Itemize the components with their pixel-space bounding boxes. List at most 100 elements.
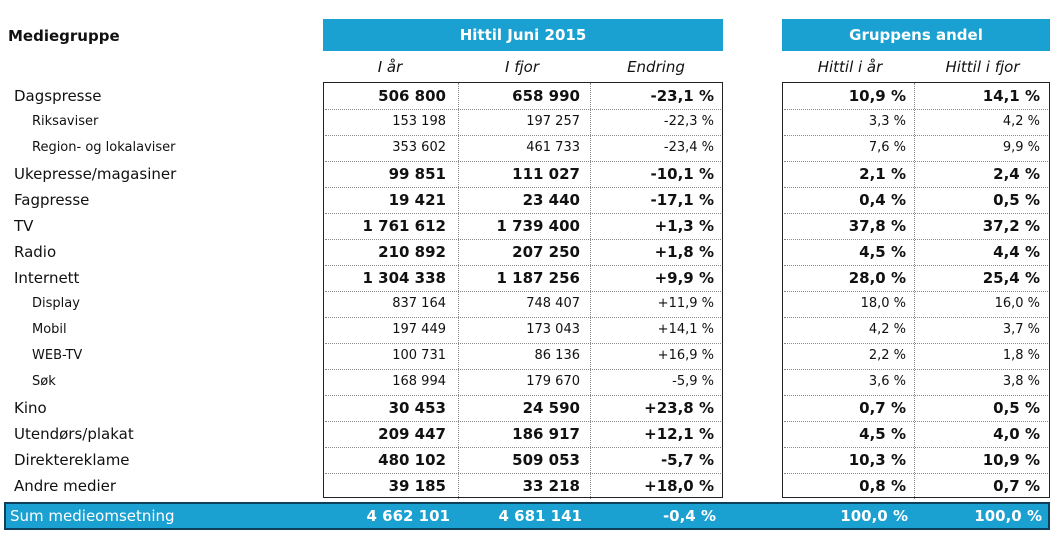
cell-i-ar: 506 800 — [378, 87, 446, 105]
cell-i-ar: 39 185 — [388, 477, 446, 495]
col-header-hittil-i-fjor: Hittil i fjor — [945, 58, 1020, 76]
total-row: Sum medieomsetning 4 662 101 4 681 141 -… — [4, 502, 1050, 530]
cell-i-fjor: 197 257 — [526, 114, 580, 129]
cell-andel-fjor: 0,7 % — [993, 477, 1040, 495]
cell-i-ar: 480 102 — [378, 451, 446, 469]
table-row: Kino 30 453 24 590 +23,8 % 0,7 % 0,5 % — [0, 395, 1058, 421]
cell-i-ar: 153 198 — [392, 114, 446, 129]
row-divider — [784, 135, 1048, 136]
cell-andel-fjor: 9,9 % — [1002, 140, 1040, 155]
cell-i-ar: 837 164 — [392, 296, 446, 311]
cell-endring: +18,0 % — [644, 477, 714, 495]
cell-andel-ar: 18,0 % — [860, 296, 906, 311]
row-divider — [325, 109, 721, 110]
table-row: Andre medier 39 185 33 218 +18,0 % 0,8 % 0,7 … — [0, 473, 1058, 499]
cell-andel-fjor: 4,2 % — [1002, 114, 1040, 129]
cell-endring: -23,1 % — [650, 87, 715, 105]
share-table-frame — [782, 82, 1050, 498]
cell-i-fjor: 23 440 — [522, 191, 580, 209]
row-divider — [325, 213, 721, 214]
cell-i-ar: 1 761 612 — [362, 217, 446, 235]
row-label: Ukepresse/magasiner — [14, 165, 177, 183]
cell-andel-fjor: 0,5 % — [993, 191, 1040, 209]
cell-i-ar: 210 892 — [378, 243, 446, 261]
cell-andel-ar: 4,5 % — [859, 425, 906, 443]
cell-andel-fjor: 25,4 % — [982, 269, 1040, 287]
cell-i-fjor: 461 733 — [526, 140, 580, 155]
table-row: Radio 210 892 207 250 +1,8 % 4,5 % 4,4 % — [0, 239, 1058, 265]
cell-andel-ar: 10,3 % — [848, 451, 906, 469]
total-andel-fjor: 100,0 % — [974, 507, 1042, 525]
table-row: Mobil 197 449 173 043 +14,1 % 4,2 % 3,7 % — [0, 317, 1058, 343]
total-i-ar: 4 662 101 — [366, 507, 450, 525]
row-divider — [325, 265, 721, 266]
cell-i-fjor: 179 670 — [526, 374, 580, 389]
cell-i-fjor: 658 990 — [512, 87, 580, 105]
cell-andel-fjor: 2,4 % — [993, 165, 1040, 183]
table-row: Fagpresse 19 421 23 440 -17,1 % 0,4 % 0,5 % — [0, 187, 1058, 213]
row-divider — [784, 213, 1048, 214]
cell-andel-ar: 0,7 % — [859, 399, 906, 417]
cell-i-fjor: 207 250 — [512, 243, 580, 261]
row-divider — [784, 317, 1048, 318]
cell-endring: -10,1 % — [650, 165, 715, 183]
row-divider — [325, 187, 721, 188]
cell-endring: +14,1 % — [657, 322, 714, 337]
period-table-frame — [323, 82, 723, 498]
cell-andel-fjor: 10,9 % — [982, 451, 1040, 469]
row-label: Riksaviser — [32, 114, 99, 129]
cell-i-ar: 197 449 — [392, 322, 446, 337]
cell-endring: -5,7 % — [660, 451, 714, 469]
cell-andel-ar: 0,4 % — [859, 191, 906, 209]
cell-i-ar: 168 994 — [392, 374, 446, 389]
cell-i-ar: 209 447 — [378, 425, 446, 443]
row-divider — [784, 343, 1048, 344]
cell-andel-ar: 37,8 % — [848, 217, 906, 235]
row-divider — [784, 447, 1048, 448]
row-divider — [784, 239, 1048, 240]
total-label: Sum medieomsetning — [10, 507, 175, 525]
row-divider — [325, 473, 721, 474]
cell-andel-ar: 4,2 % — [868, 322, 906, 337]
cell-andel-ar: 3,6 % — [868, 374, 906, 389]
row-label: Dagspresse — [14, 87, 102, 105]
row-divider — [784, 161, 1048, 162]
row-divider — [325, 447, 721, 448]
cell-i-ar: 19 421 — [388, 191, 446, 209]
row-divider — [325, 239, 721, 240]
cell-i-ar: 1 304 338 — [362, 269, 446, 287]
cell-andel-ar: 4,5 % — [859, 243, 906, 261]
row-divider — [325, 135, 721, 136]
table-row: Riksaviser 153 198 197 257 -22,3 % 3,3 % 4,2 … — [0, 109, 1058, 135]
row-divider — [784, 473, 1048, 474]
cell-endring: -22,3 % — [663, 114, 714, 129]
cell-andel-fjor: 1,8 % — [1002, 348, 1040, 363]
row-label: Internett — [14, 269, 80, 287]
row-label: Utendørs/plakat — [14, 425, 134, 443]
table-row: Ukepresse/magasiner 99 851 111 027 -10,1 % 2… — [0, 161, 1058, 187]
total-andel-ar: 100,0 % — [840, 507, 908, 525]
row-label: Display — [32, 296, 80, 311]
col-header-i-fjor: I fjor — [505, 58, 539, 76]
table-row: Display 837 164 748 407 +11,9 % 18,0 % 16,0 % — [0, 291, 1058, 317]
cell-i-ar: 99 851 — [388, 165, 446, 183]
cell-endring: +1,3 % — [654, 217, 714, 235]
row-divider — [325, 291, 721, 292]
column-divider — [458, 83, 459, 499]
cell-andel-ar: 3,3 % — [868, 114, 906, 129]
cell-i-fjor: 1 739 400 — [496, 217, 580, 235]
cell-endring: +12,1 % — [644, 425, 714, 443]
total-i-fjor: 4 681 141 — [498, 507, 582, 525]
table-row: Utendørs/plakat 209 447 186 917 +12,1 % 4,5 … — [0, 421, 1058, 447]
cell-andel-fjor: 3,8 % — [1002, 374, 1040, 389]
row-divider — [784, 109, 1048, 110]
row-label: WEB-TV — [32, 348, 83, 363]
cell-andel-ar: 28,0 % — [848, 269, 906, 287]
cell-i-fjor: 111 027 — [512, 165, 580, 183]
row-divider — [325, 369, 721, 370]
cell-andel-fjor: 0,5 % — [993, 399, 1040, 417]
row-label: Region- og lokalaviser — [32, 140, 176, 155]
total-endring: -0,4 % — [662, 507, 716, 525]
cell-andel-fjor: 14,1 % — [982, 87, 1040, 105]
col-header-hittil-i-ar: Hittil i år — [817, 58, 883, 76]
